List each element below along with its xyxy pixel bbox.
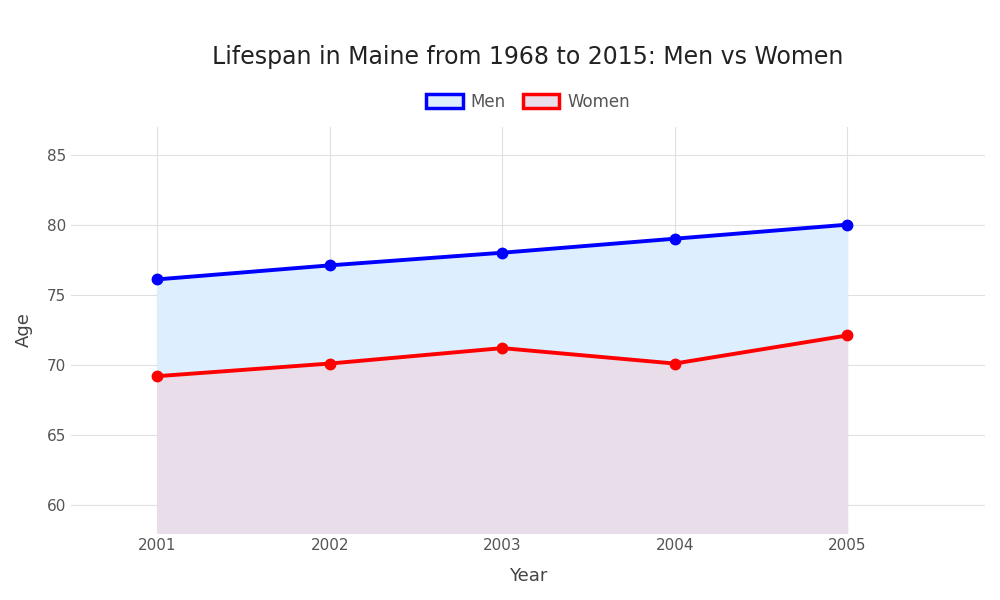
- Legend: Men, Women: Men, Women: [419, 86, 637, 118]
- Title: Lifespan in Maine from 1968 to 2015: Men vs Women: Lifespan in Maine from 1968 to 2015: Men…: [212, 45, 844, 69]
- Y-axis label: Age: Age: [15, 313, 33, 347]
- X-axis label: Year: Year: [509, 567, 547, 585]
